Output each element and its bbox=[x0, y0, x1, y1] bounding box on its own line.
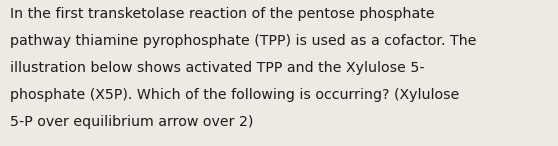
Text: phosphate (X5P). Which of the following is occurring? (Xylulose: phosphate (X5P). Which of the following … bbox=[10, 88, 459, 102]
Text: 5-P over equilibrium arrow over 2): 5-P over equilibrium arrow over 2) bbox=[10, 115, 253, 129]
Text: illustration below shows activated TPP and the Xylulose 5-: illustration below shows activated TPP a… bbox=[10, 61, 425, 75]
Text: In the first transketolase reaction of the pentose phosphate: In the first transketolase reaction of t… bbox=[10, 7, 435, 21]
Text: pathway thiamine pyrophosphate (TPP) is used as a cofactor. The: pathway thiamine pyrophosphate (TPP) is … bbox=[10, 34, 477, 48]
